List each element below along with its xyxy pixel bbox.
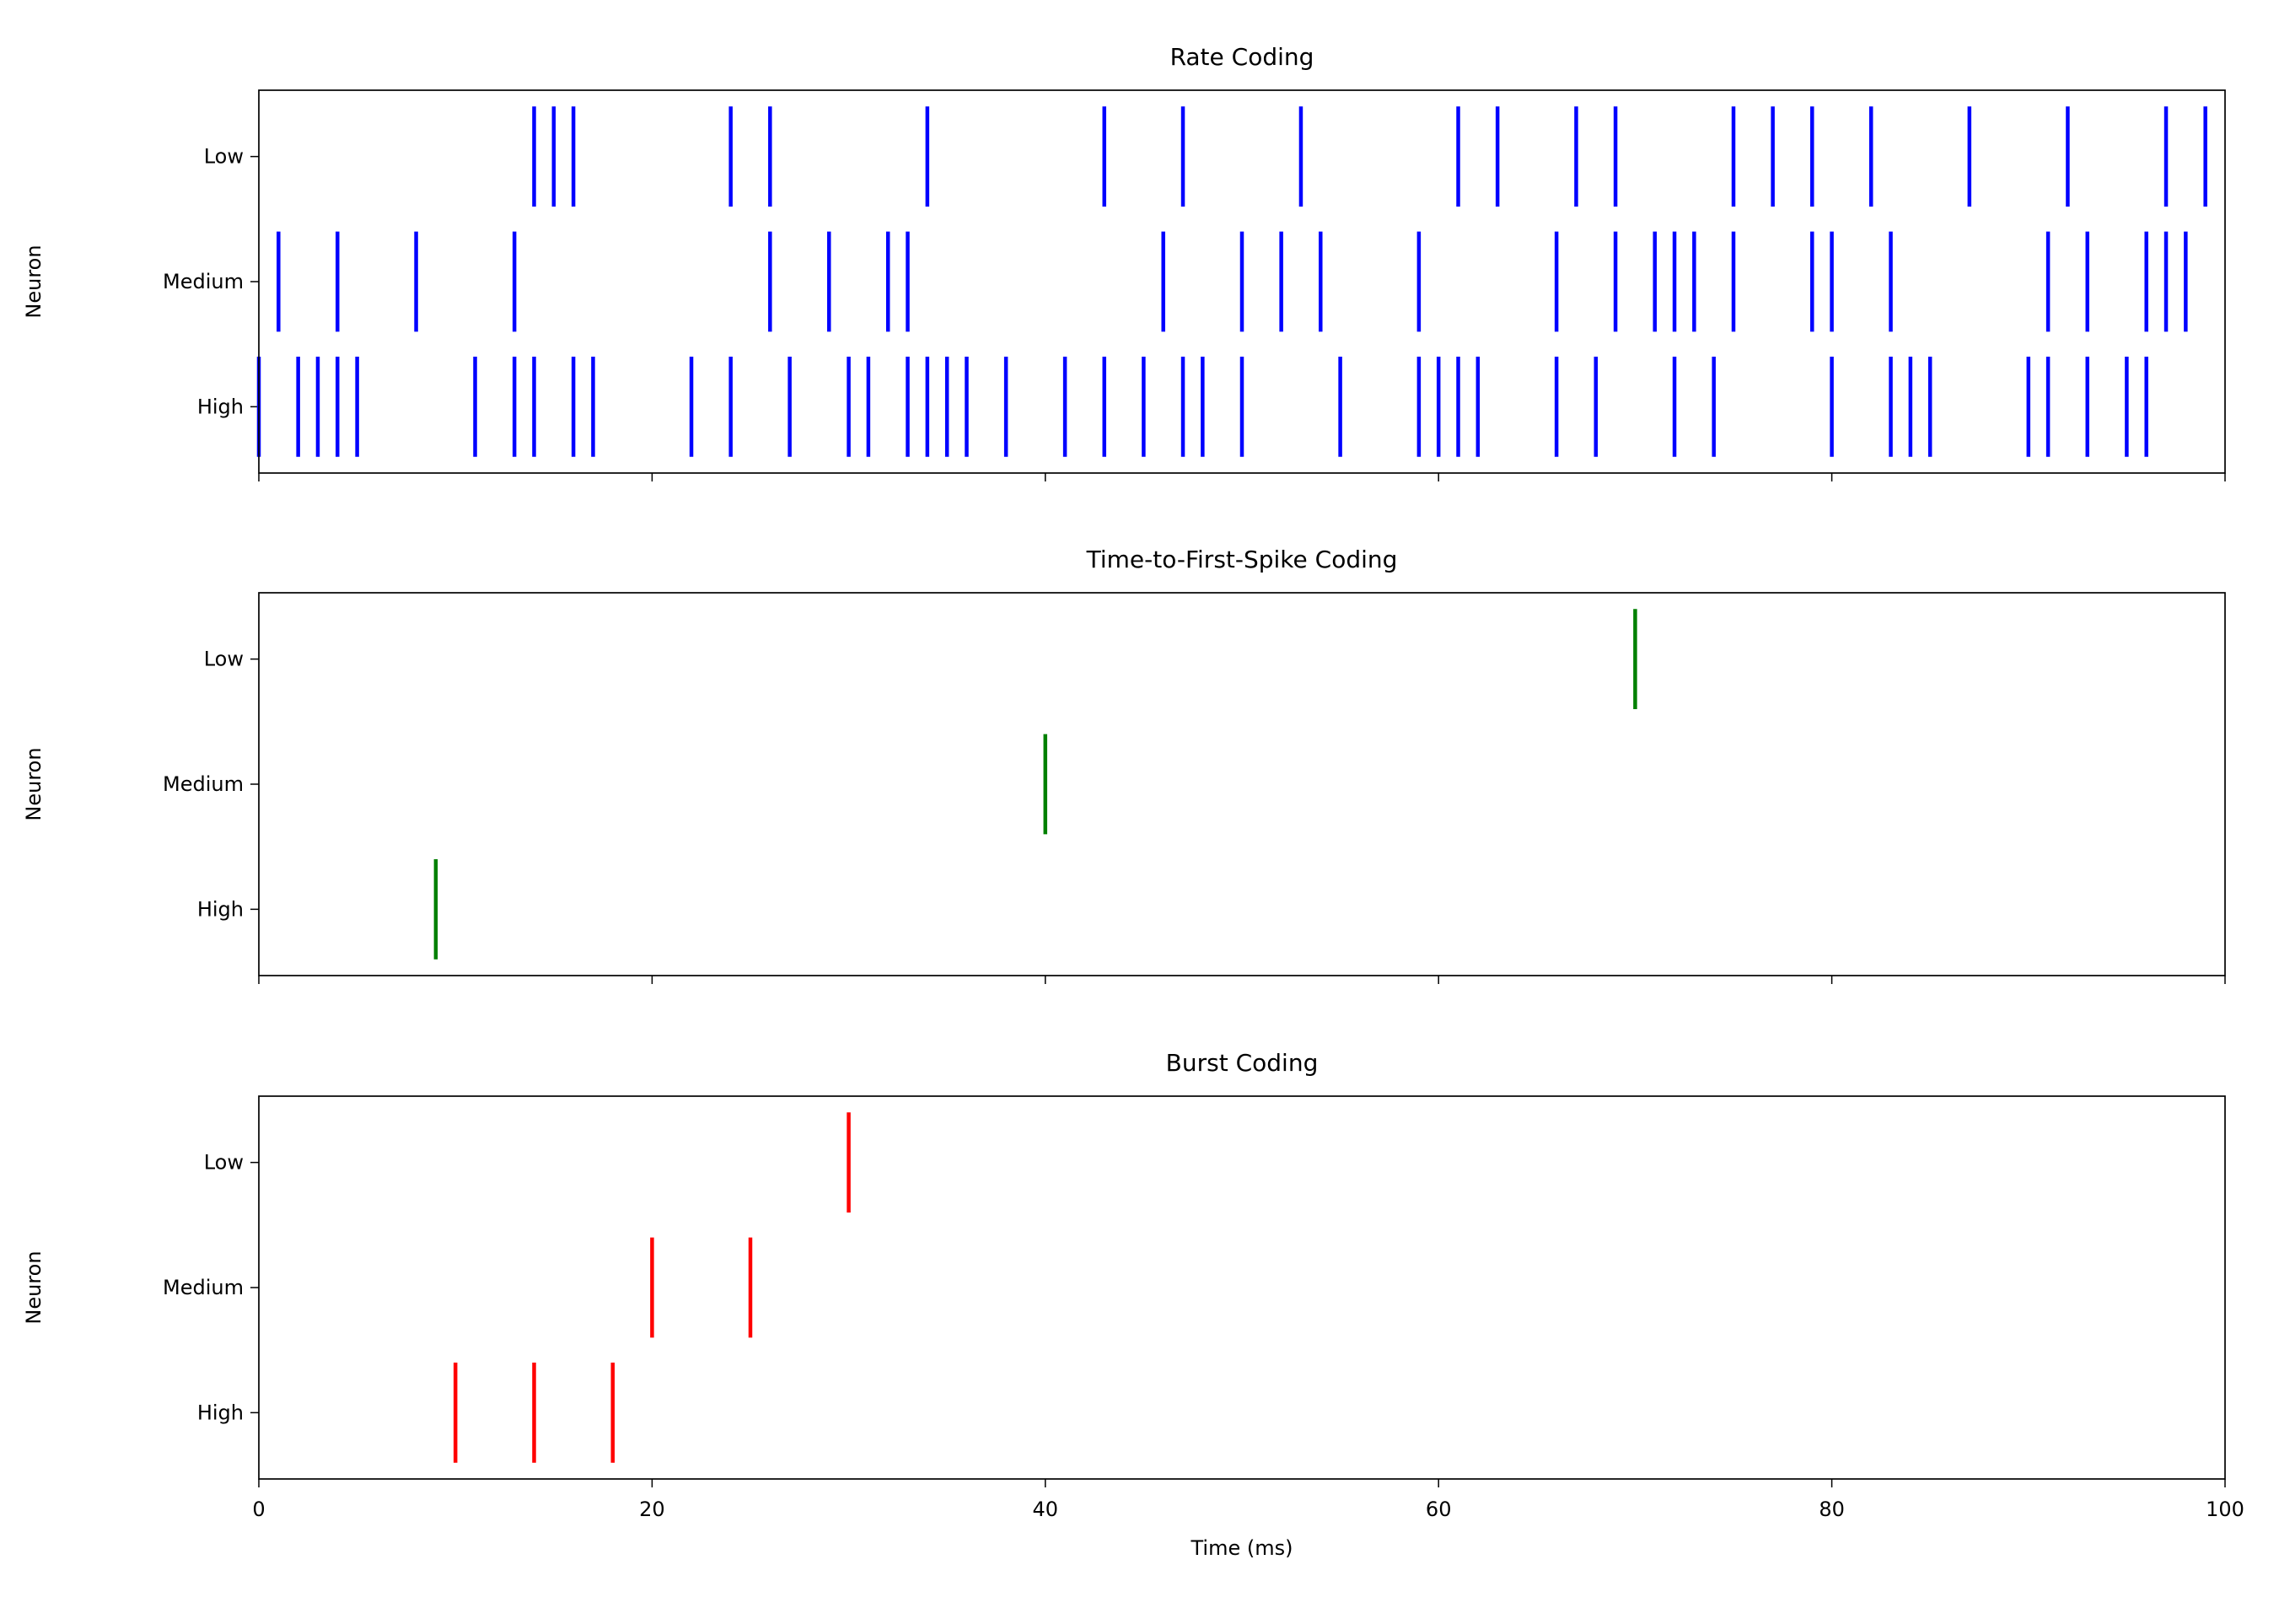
- y-tick-label: Low: [204, 1151, 244, 1175]
- x-tick-label: 80: [1819, 1498, 1845, 1521]
- y-axis-label: Neuron: [22, 245, 46, 318]
- y-tick-label: High: [197, 1401, 244, 1424]
- y-axis-label: Neuron: [22, 747, 46, 820]
- axes-frame: [258, 89, 2226, 474]
- y-tick-label: Medium: [163, 1276, 244, 1299]
- y-tick-label: Low: [204, 145, 244, 169]
- y-tick-label: Medium: [163, 270, 244, 293]
- x-tick-label: 40: [1033, 1498, 1059, 1521]
- y-axis-label: Neuron: [22, 1250, 46, 1324]
- x-axis-label: Time (ms): [1191, 1536, 1293, 1560]
- x-tick-label: 60: [1426, 1498, 1452, 1521]
- chart-title: Rate Coding: [1170, 43, 1314, 71]
- axes-frame: [258, 592, 2226, 976]
- chart-title: Burst Coding: [1166, 1049, 1319, 1077]
- y-tick-label: Low: [204, 648, 244, 671]
- y-tick-label: High: [197, 897, 244, 921]
- y-tick-label: Medium: [163, 772, 244, 796]
- chart-title: Time-to-First-Spike Coding: [1086, 546, 1398, 573]
- x-tick-label: 20: [639, 1498, 665, 1521]
- axes-frame: [258, 1095, 2226, 1480]
- x-tick-label: 0: [252, 1498, 265, 1521]
- x-tick-label: 100: [2206, 1498, 2244, 1521]
- y-tick-label: High: [197, 395, 244, 418]
